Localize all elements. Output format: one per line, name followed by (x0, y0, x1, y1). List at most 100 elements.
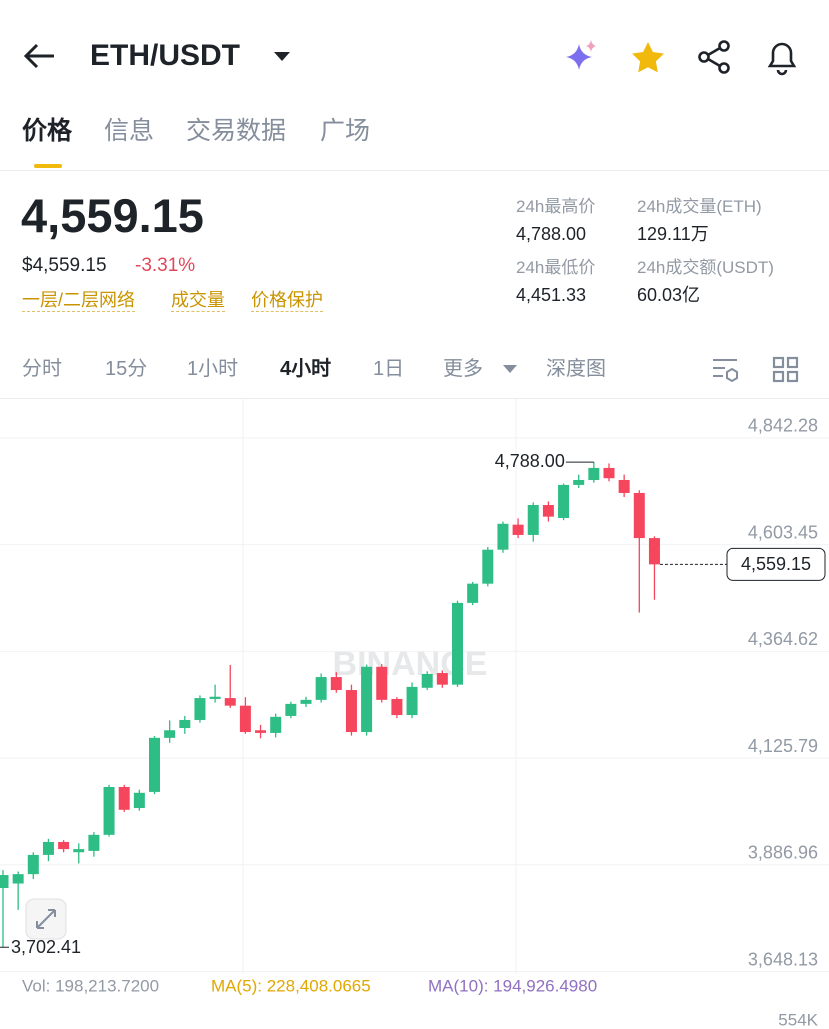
volume-indicator: Vol: 198,213.7200 (22, 976, 159, 995)
candle-body (527, 505, 539, 535)
interval[interactable]: 1小时 (187, 358, 239, 380)
candle-body (12, 874, 24, 884)
back-button[interactable] (22, 42, 58, 70)
candle-body (376, 666, 388, 700)
interval[interactable]: 15分 (105, 358, 148, 380)
candle-body (603, 467, 615, 479)
candle-body (497, 523, 509, 550)
candle-body (633, 492, 645, 539)
candle-body (164, 730, 176, 738)
candle-body (618, 479, 630, 493)
volume-axis-label: 554K (778, 1010, 818, 1029)
ma5-indicator: MA(5): 228,408.0665 (211, 976, 371, 995)
ai-icon[interactable] (562, 38, 602, 78)
low-label: 3,702.41 (11, 937, 81, 957)
candle-body (73, 849, 85, 853)
candle-body (345, 690, 357, 733)
ma10-indicator: MA(10): 194,926.4980 (428, 976, 597, 995)
divider (0, 170, 829, 171)
candle-body (42, 841, 54, 855)
tag[interactable]: 一层/二层网络 (22, 290, 136, 312)
candle-body (482, 549, 494, 584)
stat-label: 24h最低价 (516, 258, 596, 277)
tab[interactable]: 价格 (22, 117, 73, 145)
interval[interactable]: 深度图 (546, 358, 606, 380)
y-tick-label: 4,364.62 (748, 629, 818, 649)
y-tick-label: 3,648.13 (748, 949, 818, 969)
watermark: BINANCE (333, 645, 488, 683)
stat-value: 60.03亿 (637, 285, 701, 305)
y-tick-label: 4,603.45 (748, 522, 818, 542)
candle-body (103, 786, 115, 835)
stat-value: 4,788.00 (516, 224, 587, 244)
pair-title[interactable]: ETH/USDT (90, 39, 240, 72)
last-price-label: 4,559.15 (741, 554, 811, 574)
tab[interactable]: 交易数据 (186, 117, 287, 145)
fullscreen-button[interactable] (25, 898, 67, 940)
usd-price: $4,559.15 (22, 255, 107, 276)
candle-body (133, 792, 145, 809)
interval[interactable]: 4小时 (280, 358, 332, 380)
candle-body (330, 677, 342, 691)
candle-body (542, 505, 554, 517)
share-icon[interactable] (697, 39, 733, 75)
candlestick-chart: BINANCE Vol: 198,213.7200 MA(5): 228,408… (0, 399, 829, 1029)
candle-body (27, 854, 39, 875)
stat-label: 24h最高价 (516, 197, 596, 216)
y-tick-label: 4,125.79 (748, 736, 818, 756)
interval[interactable]: 更多 (443, 358, 483, 380)
candle-body (573, 479, 585, 485)
stat-value: 4,451.33 (516, 285, 587, 305)
candle-body (209, 696, 221, 699)
favorite-star[interactable] (630, 40, 666, 74)
candle-body (512, 524, 524, 535)
y-tick-label: 4,842.28 (748, 416, 818, 436)
candle-body (118, 786, 130, 810)
last-price: 4,559.15 (21, 189, 204, 242)
pair-dropdown[interactable] (272, 50, 292, 64)
candle-body (179, 719, 191, 729)
candle-body (58, 841, 70, 850)
candle-body (406, 686, 418, 716)
candle-body (239, 705, 251, 733)
stat-label: 24h成交量(ETH) (637, 197, 762, 216)
more-dropdown[interactable] (502, 364, 518, 374)
tab-indicator (34, 164, 62, 168)
indicator-settings[interactable] (711, 356, 741, 384)
candle-body (88, 834, 100, 851)
tag[interactable]: 成交量 (171, 290, 225, 312)
tab[interactable]: 信息 (104, 117, 155, 145)
stat-value: 129.11万 (637, 224, 709, 244)
candle-body (149, 737, 160, 792)
candle-body (300, 699, 312, 704)
notification-bell[interactable] (764, 38, 800, 76)
candle-body (588, 467, 600, 480)
high-label: 4,788.00 (495, 451, 565, 471)
candle-body (452, 602, 463, 685)
candle-body (558, 484, 570, 518)
tab[interactable]: 广场 (320, 117, 371, 145)
candle-body (361, 666, 373, 733)
tag[interactable]: 价格保护 (251, 290, 323, 312)
interval[interactable]: 分时 (22, 358, 62, 380)
candle-body (648, 538, 660, 565)
divider (0, 398, 829, 399)
interval[interactable]: 1日 (373, 358, 405, 380)
price-change: -3.31% (135, 255, 196, 276)
candle-body (224, 698, 236, 706)
stat-label: 24h成交额(USDT) (637, 258, 774, 277)
candle-body (270, 716, 282, 733)
candle-body (315, 677, 327, 700)
layout-grid[interactable] (772, 356, 800, 384)
candle-body (255, 730, 267, 733)
candle-body (391, 698, 403, 716)
candle-body (467, 583, 479, 603)
candle-body (421, 673, 433, 688)
last-price-box (726, 547, 826, 581)
y-tick-label: 3,886.96 (748, 843, 818, 863)
candle-body (0, 875, 9, 888)
candle-body (285, 703, 297, 716)
candle-body (436, 673, 448, 685)
candle-body (194, 698, 206, 720)
